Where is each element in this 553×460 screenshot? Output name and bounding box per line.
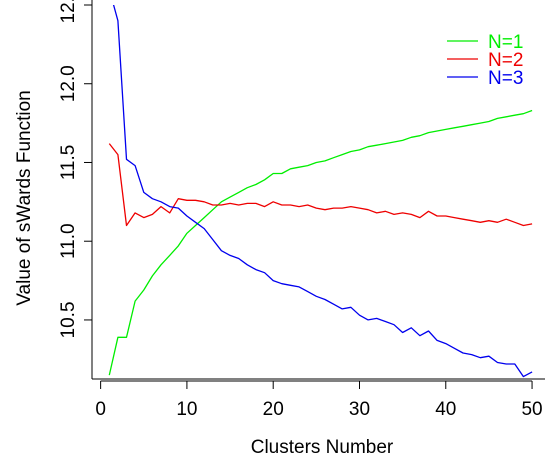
legend-label: N=3 [488, 68, 523, 89]
series-line-n3 [112, 5, 533, 378]
x-tick-label: 10 [176, 399, 197, 420]
y-tick-label: 11.5 [58, 145, 79, 181]
y-axis-title: Value of sWards Function [14, 90, 35, 305]
x-tick-label: 30 [349, 399, 370, 420]
series-line-n2 [108, 143, 533, 227]
legend: N=1N=2N=3 [447, 32, 523, 89]
y-tick-label: 11.0 [58, 223, 79, 259]
y-tick-label: 12.5 [58, 0, 79, 23]
series-line-n1 [108, 109, 533, 376]
legend-label: N=1 [488, 32, 523, 53]
x-tick-label: 0 [95, 399, 106, 420]
x-axis-title: Clusters Number [251, 437, 394, 458]
y-tick-label: 10.5 [58, 301, 79, 338]
x-axis: 0 10 20 30 40 50 [95, 380, 543, 420]
plot-area [91, 0, 545, 380]
y-tick-label: 12.0 [58, 65, 79, 102]
y-axis: 10.5 11.0 11.5 12.0 12.5 [58, 0, 92, 338]
x-tick-label: 40 [435, 399, 456, 420]
series-layer [108, 5, 533, 378]
legend-label: N=2 [488, 50, 523, 71]
x-tick-label: 20 [263, 399, 284, 420]
x-tick-label: 50 [521, 399, 542, 420]
